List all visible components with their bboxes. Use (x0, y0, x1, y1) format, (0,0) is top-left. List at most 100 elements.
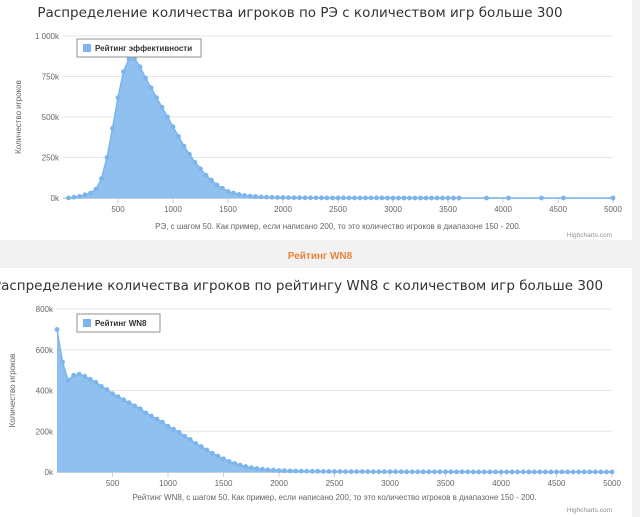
data-point (348, 469, 354, 474)
data-point (537, 469, 543, 475)
data-point (319, 195, 324, 201)
legend-symbol (83, 319, 91, 327)
data-point (359, 469, 365, 474)
data-point (170, 124, 176, 130)
data-point (76, 371, 82, 377)
data-point (54, 327, 60, 332)
data-point (604, 469, 609, 475)
data-point (451, 195, 456, 201)
data-point (374, 195, 379, 201)
data-point (429, 195, 434, 201)
data-point (269, 194, 275, 200)
data-point (171, 426, 177, 432)
data-point (393, 469, 398, 475)
data-point (66, 195, 71, 201)
data-point (176, 429, 182, 435)
legend-item-label: Рейтинг эффективности (95, 44, 192, 53)
data-point (221, 456, 226, 462)
data-point (99, 384, 104, 389)
data-point (282, 468, 287, 474)
y-tick-label: 1 000k (35, 32, 60, 41)
data-point (423, 195, 429, 201)
data-point (198, 444, 204, 449)
x-tick-label: 2000 (274, 205, 292, 214)
data-point (387, 469, 393, 475)
data-point (330, 195, 335, 201)
data-point (379, 195, 385, 201)
data-point (192, 160, 198, 165)
data-point (506, 195, 511, 201)
data-point (554, 469, 559, 475)
data-point (165, 114, 170, 120)
data-point (247, 193, 253, 199)
x-tick-label: 4000 (492, 479, 510, 488)
data-point (598, 469, 604, 475)
data-point (104, 387, 110, 392)
data-point (412, 195, 418, 201)
y-tick-label: 0k (45, 468, 54, 477)
data-point (609, 469, 615, 475)
data-point (434, 195, 440, 201)
data-point (459, 469, 465, 475)
data-point (559, 469, 565, 475)
data-point (382, 469, 387, 475)
data-point (343, 469, 348, 474)
data-point (298, 468, 304, 474)
y-tick-label: 600k (36, 346, 54, 355)
legend-box (76, 313, 161, 333)
data-point (226, 459, 232, 464)
x-tick-label: 4500 (548, 479, 566, 488)
data-point (385, 195, 390, 201)
data-point (242, 193, 247, 198)
data-point (337, 469, 343, 474)
data-point (376, 469, 382, 475)
data-point (280, 195, 286, 200)
data-point (71, 372, 77, 378)
data-point (203, 172, 209, 178)
x-tick-label: 1500 (215, 479, 233, 488)
x-tick-label: 5000 (604, 205, 622, 214)
y-tick-label: 500k (42, 113, 60, 122)
data-point (297, 195, 302, 201)
data-point (390, 195, 396, 201)
data-point (258, 194, 264, 200)
data-point (286, 195, 291, 201)
data-point (437, 469, 443, 475)
data-point (539, 195, 544, 201)
data-point (321, 469, 326, 474)
data-point (332, 469, 337, 474)
x-tick-label: 5000 (603, 479, 621, 488)
data-point (231, 190, 236, 196)
x-tick-label: 3500 (437, 479, 455, 488)
data-point (610, 195, 616, 201)
x-tick-label: 1000 (164, 205, 182, 214)
data-point (368, 195, 374, 201)
data-point (154, 95, 159, 100)
data-point (409, 469, 415, 475)
data-point (149, 413, 154, 419)
data-point (443, 469, 448, 475)
data-point (148, 85, 154, 91)
x-tick-label: 2000 (270, 479, 288, 488)
data-point (440, 195, 445, 201)
data-point (493, 469, 498, 475)
data-point (88, 190, 93, 196)
y-tick-label: 400k (36, 387, 54, 396)
data-point (82, 192, 88, 198)
data-point (82, 373, 88, 379)
data-point (291, 195, 297, 201)
data-point (181, 143, 187, 149)
data-point (165, 423, 171, 429)
data-point (324, 195, 330, 201)
data-point (154, 416, 160, 422)
data-point (487, 469, 493, 475)
x-tick-label: 1000 (159, 479, 177, 488)
data-point (137, 64, 143, 70)
data-point (526, 469, 532, 475)
data-point (132, 403, 138, 409)
data-point (426, 469, 432, 475)
data-point (276, 468, 282, 473)
data-point (93, 379, 99, 385)
y-tick-label: 250k (42, 154, 60, 163)
chart-title: Распределение количества игроков по РЭ с… (37, 5, 562, 21)
